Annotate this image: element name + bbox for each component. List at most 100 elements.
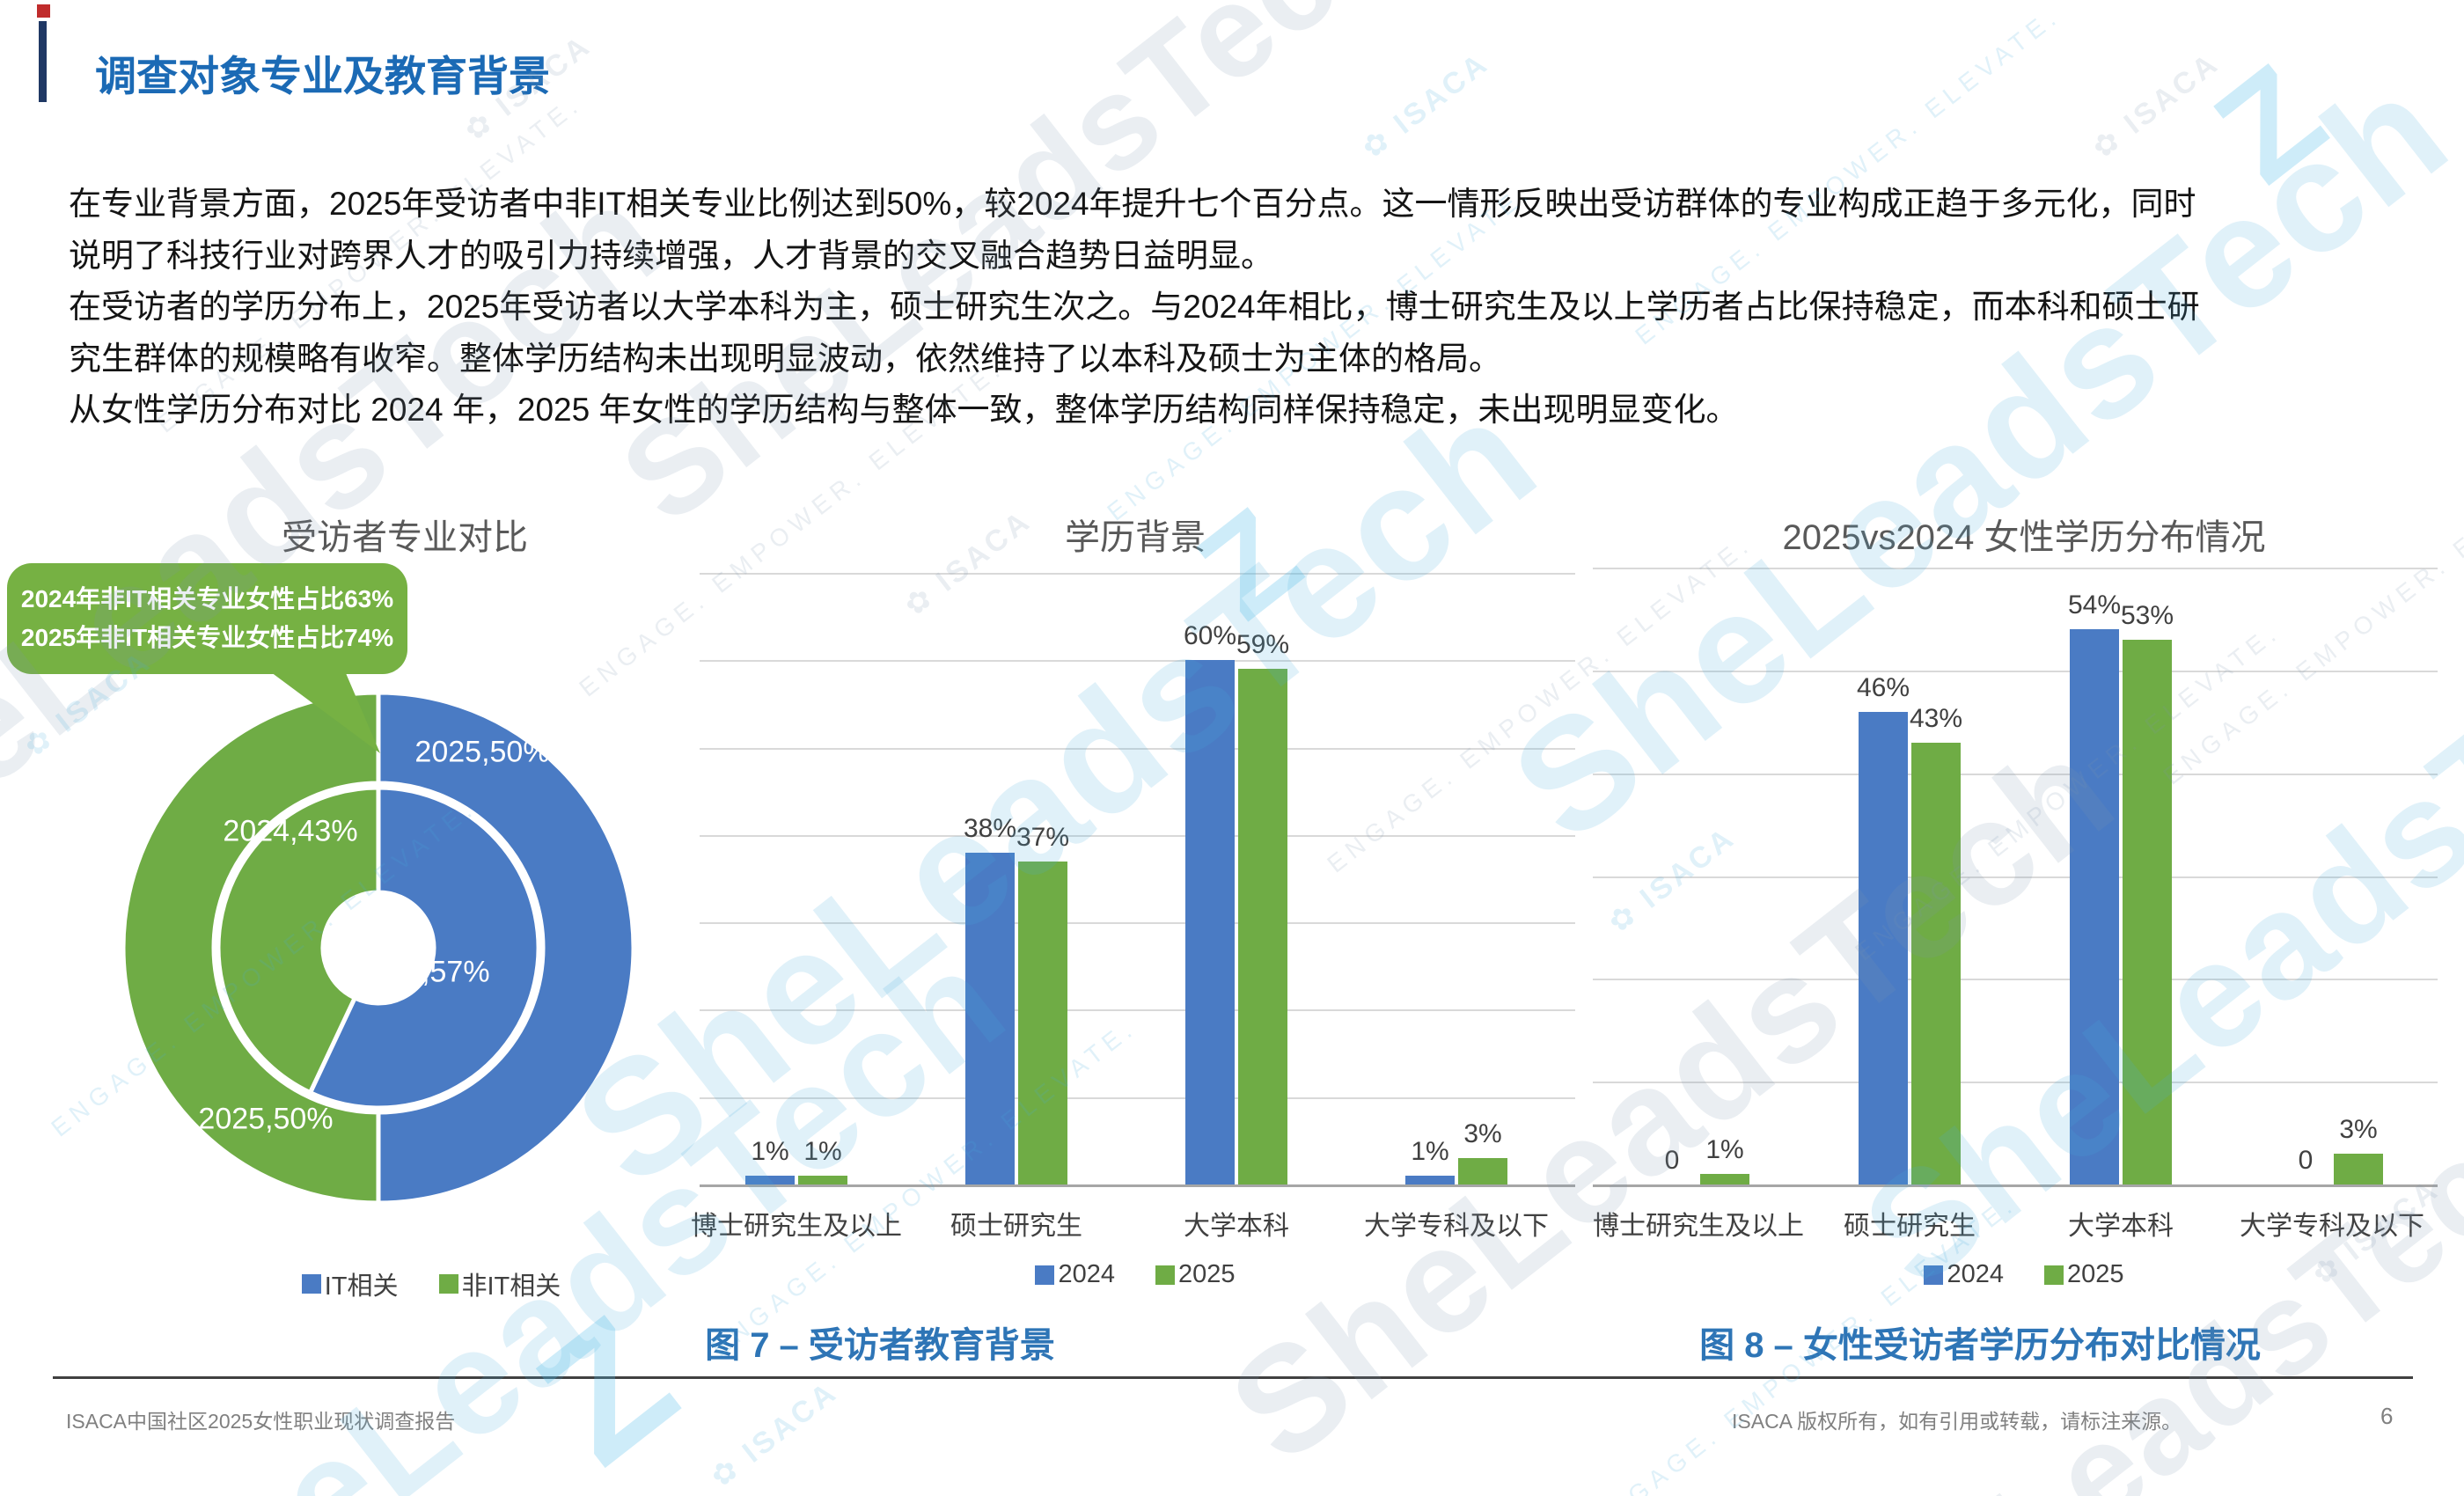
watermark-org: ✿ ISACA [704,1375,845,1494]
legend-swatch-blue [1924,1265,1944,1285]
footer-report-name: ISACA中国社区2025女性职业现状调查报告 [66,1410,456,1433]
gridline [1593,774,2438,775]
legend-item-2025: 2025 [1155,1260,1236,1289]
bar-2025 [1018,862,1067,1184]
legend-swatch-blue [301,1274,321,1294]
gridline [700,573,1575,575]
value-label: 1% [1411,1137,1449,1166]
category-label: 大学本科 [2068,1212,2174,1241]
category-label: 大学本科 [1184,1212,1289,1241]
callout-line2: 2025年非IT相关专业女性占比74% [20,624,394,651]
corner-accent-red [37,4,50,18]
donut-label-2024-it: 2024,57% [355,955,490,989]
paragraph-line: 究生群体的规模略有收窄。整体学历结构未出现明显波动，依然维持了以本科及硕士为主体… [69,340,1501,377]
value-label: 54% [2067,590,2122,620]
value-label: 53% [2120,601,2174,630]
bar-2024 [1405,1176,1455,1184]
chart3-title: 2025vs2024 女性学历分布情况 [1782,518,2266,557]
watermark-org: ✿ ISACA [1355,46,1496,165]
paragraph-line: 说明了科技行业对跨界人才的吸引力持续增强，人才背景的交叉融合趋势日益明显。 [69,237,1273,274]
gridline [1593,1082,2438,1083]
paragraph-line: 在受访者的学历分布上，2025年受访者以大学本科为主，硕士研究生次之。与2024… [69,289,2200,325]
gridline [1593,979,2438,980]
bar-2024 [965,853,1015,1184]
chart2-legend: 2024 2025 [686,1260,1584,1289]
x-axis [1593,1184,2438,1187]
bar-2024 [1859,712,1908,1184]
legend-label: 2024 [1947,1260,2004,1288]
legend-label: 2024 [1058,1260,1115,1288]
legend-item-2024: 2024 [1035,1260,1115,1289]
footer-copyright: ISACA 版权所有，如有引用或转载，请标注来源。 [1732,1410,2182,1433]
callout-line1: 2024年非IT相关专业女性占比63% [20,585,394,612]
donut-label-2025-it: 2025,50% [414,735,550,769]
bar-2025 [1911,743,1961,1184]
donut-chart [121,690,636,1206]
bar-2025 [1458,1158,1507,1184]
donut-slice-2024-非IT相关 [216,785,381,1096]
gridline [700,748,1575,750]
intro-paragraphs: 在专业背景方面，2025年受访者中非IT相关专业比例达到50%，较2024年提升… [69,179,2436,436]
footer-divider [53,1376,2413,1379]
donut-label-2025-nonit: 2025,50% [198,1102,334,1136]
chart2-title: 学历背景 [1065,518,1206,557]
gridline [700,835,1575,837]
value-label: 1% [751,1137,789,1166]
legend-swatch-green [2044,1265,2064,1285]
callout-box: 2024年非IT相关专业女性占比63% 2025年非IT相关专业女性占比74% [7,563,407,674]
x-axis [700,1184,1575,1187]
gridline [1593,876,2438,878]
gridline [700,1097,1575,1099]
figure7-caption: 图 7 – 受访者教育背景 [705,1326,1055,1365]
value-label: 59% [1236,630,1290,659]
gridline [700,922,1575,924]
donut-slice-2025-IT相关 [376,690,636,1206]
corner-accent-bar [39,21,47,102]
watermark-org: ✿ ISACA [2086,46,2226,165]
legend-label: IT相关 [324,1272,399,1301]
bar-2024 [745,1176,795,1184]
gridline [700,660,1575,662]
category-label: 大学专科及以下 [1364,1212,1549,1241]
callout-pointer [264,667,380,753]
value-label: 37% [1016,823,1070,852]
donut-slice-2024-IT相关 [307,785,541,1111]
value-label: 0 [2298,1146,2314,1175]
chart-female-education-comparison: 2025vs2024 女性学历分布情况 2024 2025 博士研究生及以上 0 1… [1593,493,2455,1311]
chart3-legend: 2024 2025 [1593,1260,2455,1289]
donut-label-2024-nonit: 2024,43% [223,814,358,848]
legend-label: 非IT相关 [461,1272,561,1301]
chart1-legend: IT相关 非IT相关 [167,1265,695,1302]
category-label: 硕士研究生 [950,1212,1082,1241]
value-label: 1% [803,1137,842,1166]
gridline [1593,568,2438,569]
bar-2024 [1185,660,1235,1184]
bar-2025 [798,1176,847,1184]
value-label: 38% [963,814,1017,843]
value-label: 3% [2339,1115,2378,1144]
category-label: 博士研究生及以上 [1593,1212,1804,1241]
legend-label: 2025 [1178,1260,1236,1288]
value-label: 1% [1705,1135,1744,1164]
chart-education-background: 学历背景 2024 2025 博士研究生及以上 1% 1% 硕士研究生 38% 37% 大学… [686,493,1584,1311]
legend-swatch-green [438,1274,458,1294]
paragraph-line: 在专业背景方面，2025年受访者中非IT相关专业比例达到50%，较2024年提升… [69,186,2196,222]
paragraph-line: 从女性学历分布对比 2024 年，2025 年女性的学历结构与整体一致，整体学历… [69,392,1739,428]
legend-item-nonit: 非IT相关 [438,1265,561,1302]
chart-professional-comparison: 受访者专业对比 2024年非IT相关专业女性占比63% 2025年非IT相关专业… [7,493,704,1311]
bar-2024 [2070,629,2119,1184]
bar-2025 [1238,669,1287,1184]
legend-swatch-blue [1035,1265,1055,1285]
value-label: 3% [1463,1119,1502,1148]
category-label: 硕士研究生 [1844,1212,1976,1241]
legend-item-2025: 2025 [2044,1260,2124,1289]
category-label: 博士研究生及以上 [691,1212,902,1241]
bar-2025 [1700,1174,1749,1184]
legend-label: 2025 [2067,1260,2124,1288]
gridline [1593,671,2438,672]
bar-2025 [2123,640,2172,1184]
value-label: 0 [1664,1146,1680,1175]
figure8-caption: 图 8 – 女性受访者学历分布对比情况 [1699,1326,2261,1365]
legend-item-it: IT相关 [301,1265,399,1302]
